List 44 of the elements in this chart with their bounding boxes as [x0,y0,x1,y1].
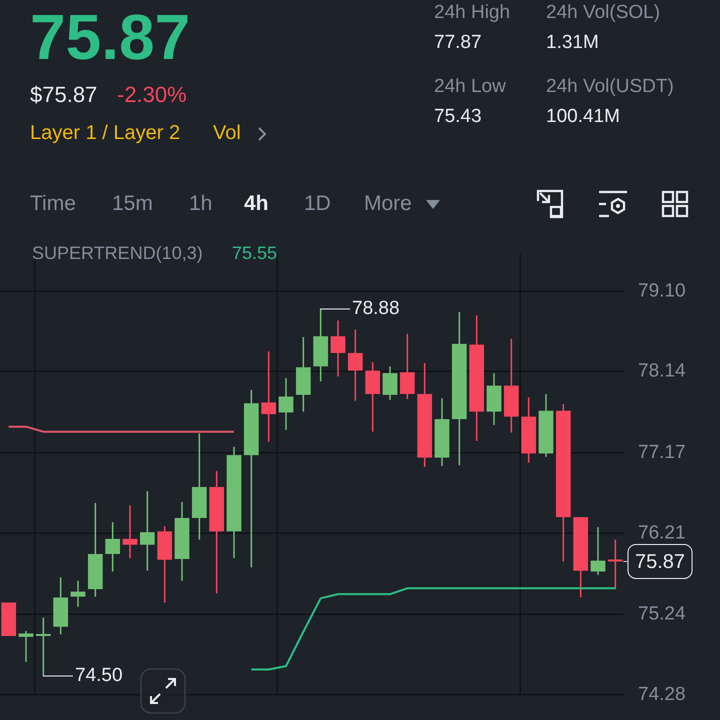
text: 24h High [434,2,510,24]
text: Vol [213,122,241,145]
chart-subtitle: $75.87 [30,82,98,108]
candlestick [36,616,51,677]
candlestick [261,350,276,443]
annotation: 74.50 [75,665,123,687]
text: 15m [112,192,153,216]
text: 1.31M [546,32,599,54]
text: Time [30,192,76,216]
y-tick-label: 76.21 [638,522,686,544]
chart-title: 75.87 [30,0,190,74]
candlestick [105,521,120,572]
text: 1D [304,192,331,216]
y-tick-label: 79.10 [638,280,686,302]
text: Layer 1 / Layer 2 [30,122,180,145]
y-tick-label: 77.17 [638,442,686,463]
candlestick [590,526,606,576]
text: More [364,192,412,216]
text: 24h Vol(USDT) [546,76,674,98]
text: 24h Vol(SOL) [546,2,660,24]
candlestick [382,366,398,401]
y-tick-label: 75.24 [638,603,686,624]
annotation: SUPERTREND(10,3) [32,243,203,264]
candlestick [365,361,380,432]
candlestick [348,328,363,402]
candlestick [400,333,415,400]
annotation: 78.88 [352,298,400,320]
text: 100.41M [546,106,620,128]
candlestick [70,580,86,608]
candlestick [330,320,346,378]
ref-line-label: 75.87 [635,551,686,573]
text: 75.43 [434,106,482,128]
text: 1h [189,192,212,216]
y-tick-label: 74.28 [638,684,686,705]
text: 4h [244,192,269,216]
candlestick [18,630,34,663]
y-tick-label: 78.14 [638,360,686,382]
candlestick [122,504,138,559]
annotation: 75.55 [232,243,278,264]
text: 77.87 [434,32,482,54]
text: -2.30% [117,82,187,108]
text: 24h Low [434,76,506,98]
candlestick [278,377,294,431]
candlestick [140,490,155,572]
